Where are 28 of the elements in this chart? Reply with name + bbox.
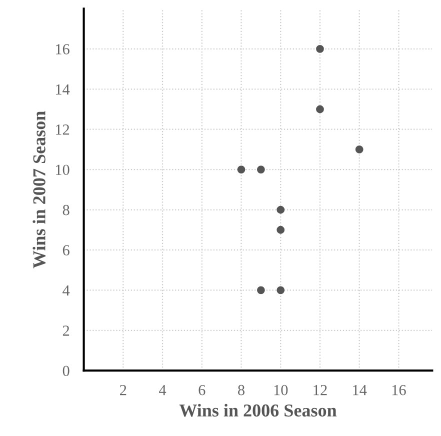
x-tick-label: 8	[238, 384, 244, 396]
x-tick-label: 10	[274, 384, 288, 396]
y-tick-label: 14	[56, 84, 70, 94]
point	[276, 226, 285, 234]
point	[316, 105, 324, 114]
y-tick-label: 16	[56, 44, 70, 54]
y-tick-label: 0	[62, 366, 70, 376]
y-tick-label: 2	[62, 326, 70, 336]
y-axis-title: Wins in 2007 Season	[32, 111, 46, 268]
x-axis-title: Wins in 2006 Season	[179, 404, 337, 417]
point	[256, 166, 265, 174]
x-tick-label: 4	[159, 385, 166, 396]
y-tick-label: 10	[56, 164, 70, 176]
point	[276, 286, 285, 294]
y-tick-label: 4	[62, 285, 70, 296]
x-tick-label: 14	[353, 385, 367, 396]
point	[316, 44, 324, 53]
point	[276, 206, 285, 214]
y-tick-label: 8	[62, 204, 70, 216]
x-tick-label: 6	[198, 384, 206, 396]
point	[256, 286, 265, 294]
point	[237, 166, 246, 174]
point	[355, 146, 364, 154]
x-tick-label: 2	[120, 384, 126, 396]
y-tick-label: 12	[56, 124, 70, 135]
x-tick-label: 16	[392, 384, 406, 396]
y-tick-label: 6	[62, 245, 70, 256]
x-tick-label: 12	[314, 384, 327, 396]
